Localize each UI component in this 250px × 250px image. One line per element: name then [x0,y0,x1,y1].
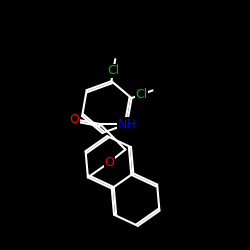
Text: NH: NH [118,118,136,130]
Text: Cl: Cl [135,88,147,101]
Text: O: O [104,156,115,169]
Text: O: O [70,113,79,126]
Text: Cl: Cl [107,64,119,77]
